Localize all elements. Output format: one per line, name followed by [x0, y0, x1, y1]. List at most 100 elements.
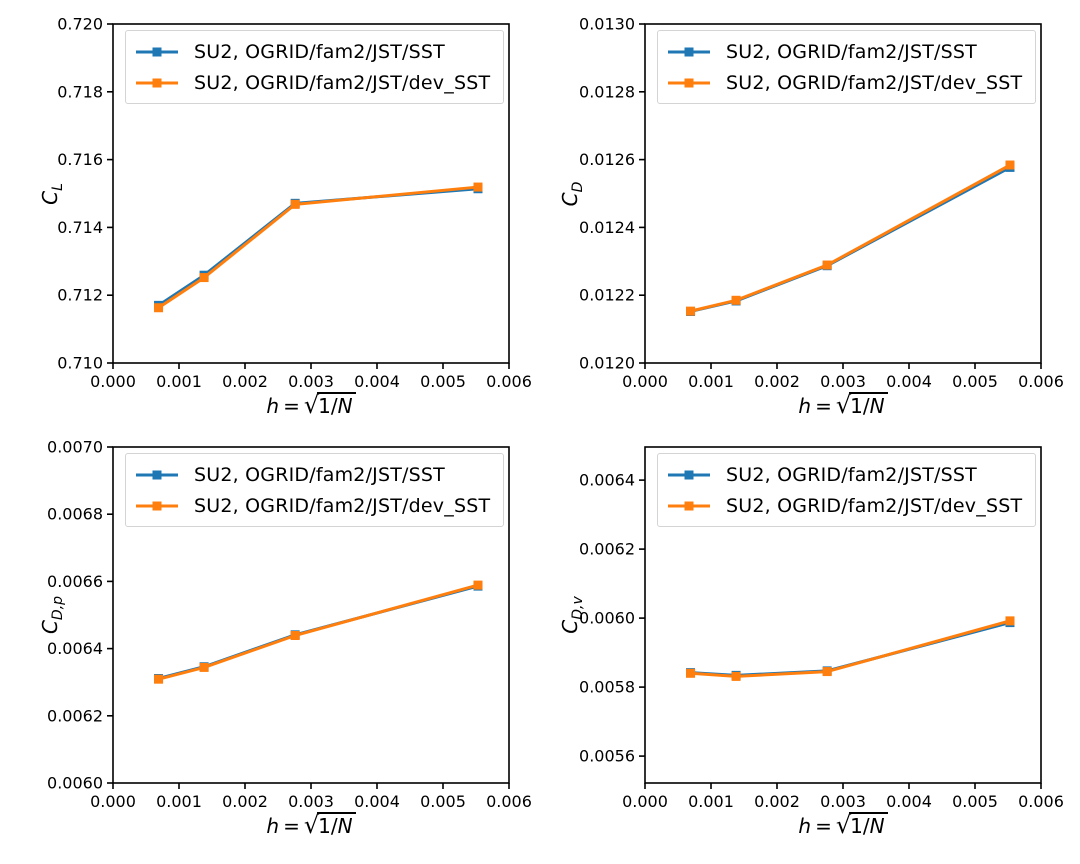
svg-text:0.001: 0.001	[156, 372, 202, 391]
legend-key-dev-sst-icon	[136, 501, 178, 510]
x-label-var-h: h	[266, 814, 280, 838]
svg-text:0.001: 0.001	[156, 792, 202, 811]
legend-label-dev-sst: SU2, OGRID/fam2/JST/dev_SST	[194, 71, 491, 94]
equals-sign: =	[815, 394, 832, 418]
y-label-base: C	[558, 619, 582, 634]
legend-label-sst: SU2, OGRID/fam2/JST/SST	[726, 463, 977, 486]
legend: SU2, OGRID/fam2/JST/SST SU2, OGRID/fam2/…	[657, 30, 1037, 104]
x-label-radicand: 1/	[850, 814, 870, 838]
svg-text:0.006: 0.006	[486, 372, 532, 391]
legend-item: SU2, OGRID/fam2/JST/SST	[134, 462, 490, 487]
x-label-radicand: 1/	[318, 814, 338, 838]
svg-text:0.0124: 0.0124	[579, 218, 635, 237]
legend-key-sst-icon	[136, 470, 178, 479]
legend: SU2, OGRID/fam2/JST/SST SU2, OGRID/fam2/…	[657, 453, 1037, 527]
svg-text:0.0062: 0.0062	[579, 540, 635, 559]
legend-label-dev-sst: SU2, OGRID/fam2/JST/dev_SST	[194, 494, 491, 517]
legend-key-sst-icon	[668, 47, 710, 56]
svg-text:0.0060: 0.0060	[579, 609, 635, 628]
svg-text:0.710: 0.710	[57, 354, 103, 373]
equals-sign: =	[815, 814, 832, 838]
svg-text:0.000: 0.000	[90, 792, 136, 811]
svg-text:0.005: 0.005	[952, 792, 998, 811]
equals-sign: =	[283, 814, 300, 838]
equals-sign: =	[283, 394, 300, 418]
svg-text:0.0068: 0.0068	[47, 505, 103, 524]
legend-item: SU2, OGRID/fam2/JST/SST	[666, 39, 1022, 64]
svg-text:0.718: 0.718	[57, 82, 103, 101]
x-axis-label: h = √1/N	[113, 391, 509, 419]
y-axis-label-cl: CL	[38, 183, 66, 205]
svg-text:0.002: 0.002	[222, 372, 268, 391]
y-label-sub: D,v	[570, 596, 586, 620]
legend-item: SU2, OGRID/fam2/JST/dev_SST	[134, 70, 490, 95]
legend-item: SU2, OGRID/fam2/JST/dev_SST	[666, 493, 1022, 518]
x-label-radicand: 1/	[850, 394, 870, 418]
y-label-sub: L	[50, 183, 66, 191]
legend-key-sst-icon	[136, 47, 178, 56]
svg-text:0.002: 0.002	[222, 792, 268, 811]
svg-text:0.004: 0.004	[354, 372, 400, 391]
x-label-var-h: h	[266, 394, 280, 418]
sqrt-radical-icon: √	[303, 391, 320, 419]
legend-label-sst: SU2, OGRID/fam2/JST/SST	[726, 40, 977, 63]
svg-text:0.002: 0.002	[754, 372, 800, 391]
legend-item: SU2, OGRID/fam2/JST/dev_SST	[666, 70, 1022, 95]
svg-text:0.720: 0.720	[57, 15, 103, 34]
svg-text:0.003: 0.003	[820, 792, 866, 811]
legend-label-sst: SU2, OGRID/fam2/JST/SST	[194, 463, 445, 486]
x-label-var-h: h	[798, 814, 812, 838]
y-label-sub: D,p	[50, 595, 66, 621]
svg-text:0.004: 0.004	[886, 792, 932, 811]
svg-text:0.0130: 0.0130	[579, 15, 635, 34]
svg-text:0.000: 0.000	[90, 372, 136, 391]
legend-label-sst: SU2, OGRID/fam2/JST/SST	[194, 40, 445, 63]
legend-item: SU2, OGRID/fam2/JST/dev_SST	[134, 493, 490, 518]
plot-area-cd: 0.000 0.001 0.002 0.003 0.004 0.005 0.006 0.012…	[579, 15, 1064, 392]
plot-area-cdp: 0.000 0.001 0.002 0.003 0.004 0.005 0.006 0.006…	[47, 438, 532, 812]
y-label-sub: D	[570, 181, 586, 193]
x-axis-label: h = √1/N	[645, 811, 1041, 839]
sqrt-radical-icon: √	[835, 811, 852, 839]
subplot-cdv: 0.000 0.001 0.002 0.003 0.004 0.005 0.006 0.005…	[540, 432, 1080, 864]
legend-key-dev-sst-icon	[136, 78, 178, 87]
svg-text:0.005: 0.005	[420, 372, 466, 391]
svg-text:0.004: 0.004	[886, 372, 932, 391]
sqrt-radical-icon: √	[303, 811, 320, 839]
x-label-var-h: h	[798, 394, 812, 418]
svg-text:0.0066: 0.0066	[47, 572, 103, 591]
plot-area-cl: 0.000 0.001 0.002 0.003 0.004 0.005 0.006 0.710…	[57, 15, 532, 392]
svg-text:0.0056: 0.0056	[579, 747, 635, 766]
svg-text:0.000: 0.000	[622, 792, 668, 811]
svg-text:0.001: 0.001	[688, 792, 734, 811]
legend: SU2, OGRID/fam2/JST/SST SU2, OGRID/fam2/…	[125, 453, 505, 527]
svg-text:0.005: 0.005	[952, 372, 998, 391]
svg-text:0.0120: 0.0120	[579, 354, 635, 373]
svg-text:0.006: 0.006	[486, 792, 532, 811]
legend-key-dev-sst-icon	[668, 78, 710, 87]
svg-text:0.0058: 0.0058	[579, 678, 635, 697]
legend-item: SU2, OGRID/fam2/JST/SST	[666, 462, 1022, 487]
legend-item: SU2, OGRID/fam2/JST/SST	[134, 39, 490, 64]
svg-text:0.0070: 0.0070	[47, 438, 103, 457]
legend-label-dev-sst: SU2, OGRID/fam2/JST/dev_SST	[726, 71, 1023, 94]
legend-key-dev-sst-icon	[668, 501, 710, 510]
subplot-cl: 0.000 0.001 0.002 0.003 0.004 0.005 0.006 0.710…	[0, 0, 540, 432]
svg-text:0.716: 0.716	[57, 150, 103, 169]
svg-text:0.0060: 0.0060	[47, 774, 103, 793]
svg-text:0.003: 0.003	[288, 372, 334, 391]
svg-text:0.006: 0.006	[1018, 372, 1064, 391]
svg-text:0.004: 0.004	[354, 792, 400, 811]
x-label-var-n: N	[337, 814, 353, 838]
svg-text:0.0126: 0.0126	[579, 150, 635, 169]
legend-label-dev-sst: SU2, OGRID/fam2/JST/dev_SST	[726, 494, 1023, 517]
svg-text:0.000: 0.000	[622, 372, 668, 391]
svg-text:0.002: 0.002	[754, 792, 800, 811]
x-label-var-n: N	[869, 394, 885, 418]
y-label-base: C	[38, 190, 62, 205]
y-label-base: C	[38, 620, 62, 635]
y-label-base: C	[558, 192, 582, 207]
y-axis-label-cdv: CD,v	[558, 596, 586, 633]
x-label-var-n: N	[337, 394, 353, 418]
